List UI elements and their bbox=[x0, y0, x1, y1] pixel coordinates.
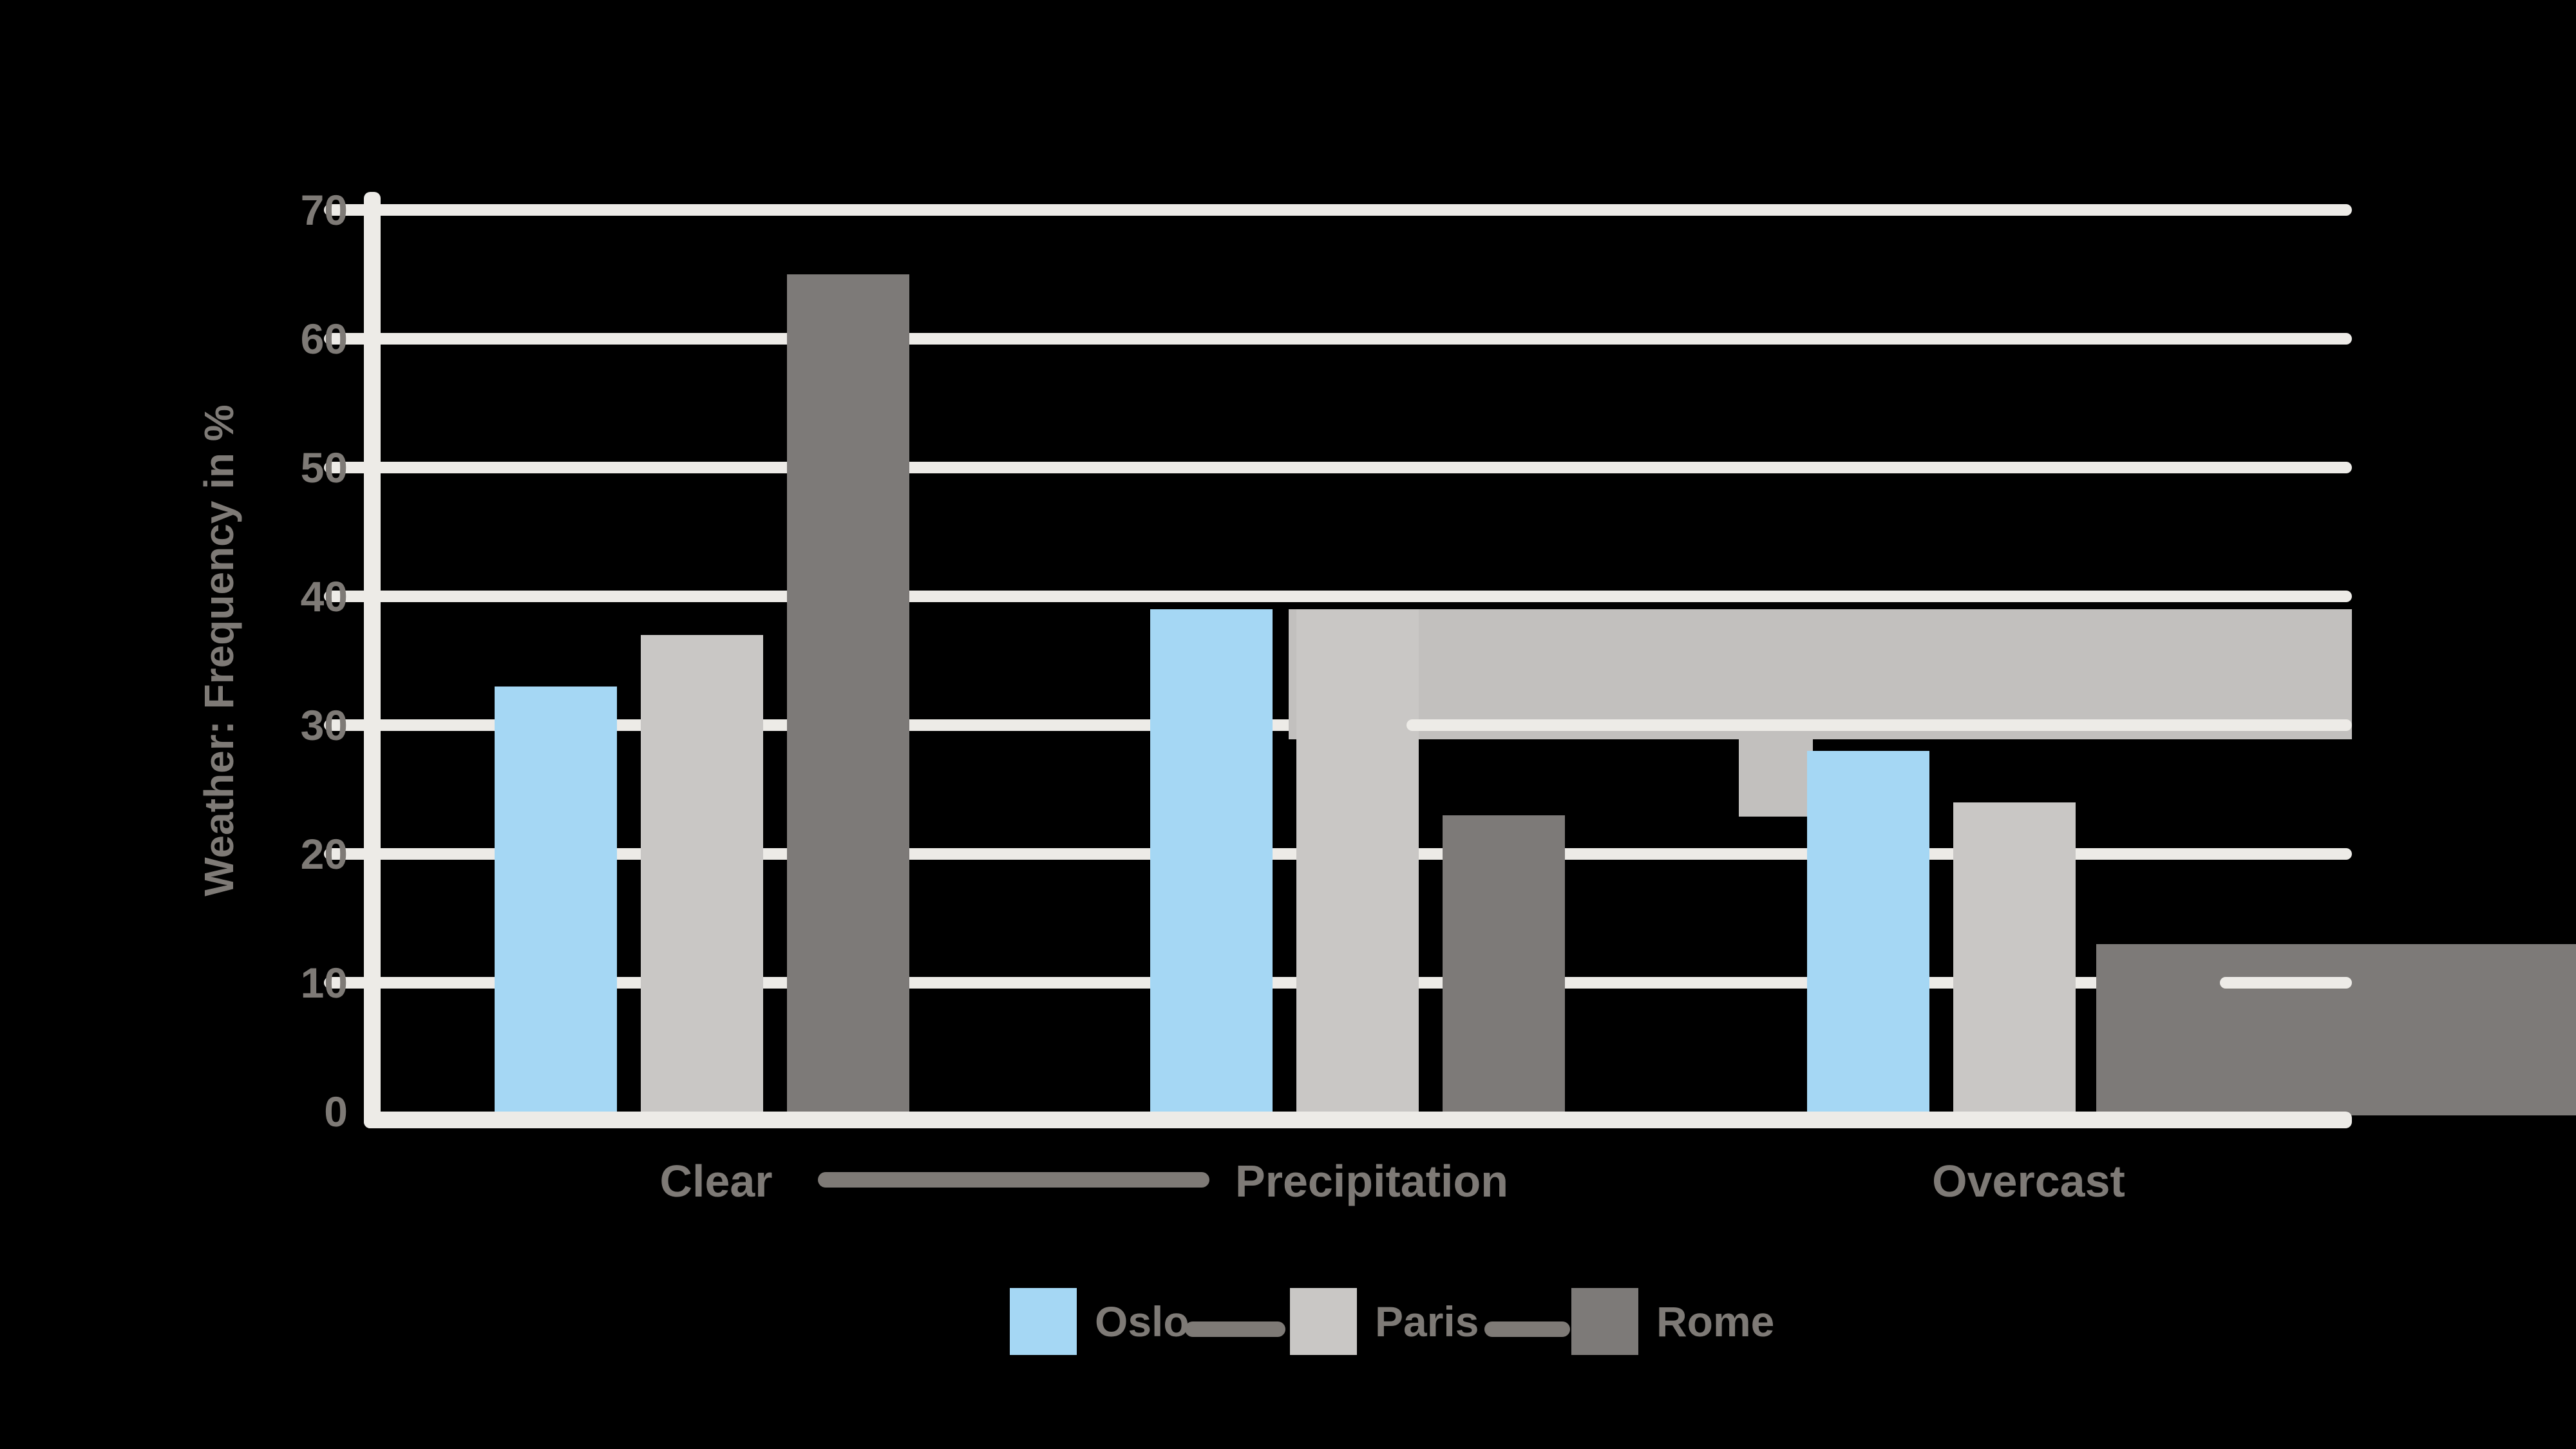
y-tick-label-60: 60 bbox=[300, 315, 348, 363]
y-axis-line bbox=[364, 192, 381, 1128]
bar-paris-clear bbox=[641, 635, 763, 1112]
legend-swatch-oslo bbox=[1010, 1288, 1077, 1355]
x-category-label-clear: Clear bbox=[659, 1156, 773, 1206]
glitch-dash-0 bbox=[818, 1172, 1209, 1188]
gridline-60 bbox=[324, 333, 2352, 345]
gridline-40 bbox=[324, 591, 2352, 602]
gridline-overlay-30 bbox=[1406, 719, 2352, 731]
bar-oslo-overcast bbox=[1807, 751, 1929, 1112]
y-tick-label-70: 70 bbox=[300, 186, 348, 234]
legend-swatch-paris bbox=[1290, 1288, 1357, 1355]
y-tick-label-30: 30 bbox=[300, 701, 348, 749]
y-tick-label-0: 0 bbox=[324, 1088, 348, 1135]
x-category-label-overcast: Overcast bbox=[1932, 1156, 2125, 1206]
glitch-dash-1 bbox=[1185, 1321, 1285, 1337]
y-tick-label-40: 40 bbox=[300, 573, 348, 620]
bar-rome-clear bbox=[787, 274, 909, 1112]
y-tick-label-50: 50 bbox=[300, 444, 348, 491]
bar-paris-precipitation bbox=[1296, 609, 1419, 1112]
bar-oslo-precipitation bbox=[1150, 609, 1273, 1112]
glitch-dash-2 bbox=[1484, 1321, 1570, 1337]
glitch-band-0 bbox=[1289, 609, 2352, 739]
bar-rome-overcast bbox=[2099, 944, 2222, 1112]
gridline-50 bbox=[324, 462, 2352, 473]
legend-label-paris: Paris bbox=[1375, 1298, 1479, 1345]
legend-swatch-rome bbox=[1571, 1288, 1638, 1355]
gridline-70 bbox=[324, 204, 2352, 216]
bar-oslo-clear bbox=[495, 687, 617, 1112]
y-tick-label-10: 10 bbox=[300, 959, 348, 1007]
glitch-band-1 bbox=[1739, 739, 1813, 817]
legend-label-rome: Rome bbox=[1656, 1298, 1775, 1345]
x-category-label-precipitation: Precipitation bbox=[1235, 1156, 1508, 1206]
bar-rome-precipitation bbox=[1443, 815, 1565, 1112]
x-axis-line bbox=[364, 1112, 2352, 1128]
bar-paris-overcast bbox=[1953, 802, 2076, 1112]
gridline-overlay-10 bbox=[2220, 977, 2352, 989]
y-tick-label-20: 20 bbox=[300, 830, 348, 878]
legend-label-oslo: Oslo bbox=[1095, 1298, 1189, 1345]
